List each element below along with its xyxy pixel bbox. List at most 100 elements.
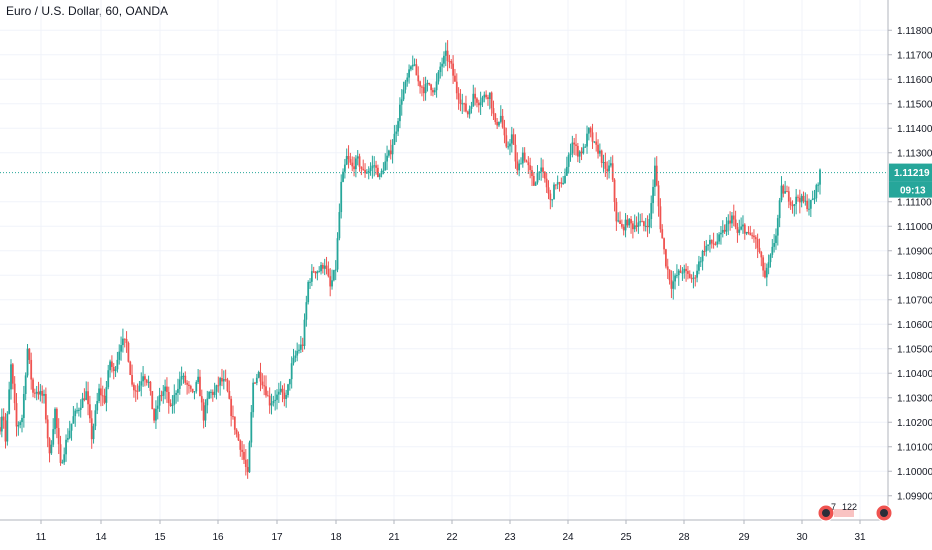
candle-body	[455, 81, 458, 94]
candle-body	[191, 388, 194, 392]
candle-body	[633, 225, 636, 230]
candle-body	[206, 398, 209, 406]
candle-body	[529, 165, 532, 171]
candle-body	[395, 131, 398, 134]
candle-body	[743, 224, 746, 234]
candle-body	[749, 232, 752, 236]
candle-body	[446, 50, 449, 62]
candle-body	[72, 416, 75, 424]
countdown-tag	[889, 181, 932, 198]
candle-body	[367, 171, 370, 173]
candle-body	[202, 402, 205, 421]
candle-body	[516, 161, 519, 171]
candle-body	[389, 150, 392, 155]
candle-body	[742, 224, 744, 227]
candle-body	[371, 165, 374, 169]
candle-body	[388, 150, 390, 156]
candle-body	[122, 338, 124, 346]
candle-body	[721, 229, 724, 233]
candle-body	[465, 103, 467, 112]
candle-body	[353, 166, 355, 170]
candle-body	[155, 408, 157, 421]
candle-body	[688, 273, 691, 279]
candle-body	[694, 277, 697, 279]
y-tick-label: 1.11400	[897, 124, 932, 135]
candle-body	[641, 221, 643, 223]
candle-body	[22, 393, 25, 418]
candle-body	[808, 208, 810, 210]
candle-body	[705, 245, 708, 252]
candle-body	[569, 153, 572, 155]
candle-body	[556, 182, 559, 185]
candle-body	[15, 403, 18, 427]
candle-body	[666, 266, 669, 270]
candle-body	[558, 182, 561, 184]
candle-body	[0, 427, 1, 432]
candle-body	[494, 113, 497, 123]
candle-body	[397, 121, 399, 132]
candle-body	[233, 416, 236, 430]
candle-body	[219, 377, 222, 386]
candle-body	[221, 377, 223, 382]
economic-events-icon[interactable]: 7 122	[817, 502, 893, 522]
candle-body	[492, 108, 495, 114]
candle-body	[232, 416, 234, 418]
candle-body	[162, 391, 165, 396]
candle-body	[452, 63, 455, 76]
candle-body	[83, 398, 86, 400]
candle-body	[167, 392, 170, 404]
price-axis[interactable]: 1.11800 1.11700 1.11600 1.11500 1.11400 1.113…	[888, 26, 932, 503]
candle-body	[784, 191, 787, 194]
candle-body	[90, 418, 93, 440]
candle-body	[729, 220, 732, 224]
candle-body	[230, 398, 233, 417]
candle-body	[292, 357, 295, 364]
y-tick-label: 1.11100	[897, 197, 932, 208]
candle-body	[802, 195, 805, 202]
candle-body	[166, 386, 168, 393]
candle-body	[103, 395, 106, 403]
candle-body	[294, 355, 297, 358]
candle-body	[11, 364, 14, 384]
candle-body	[631, 223, 634, 230]
candle-body	[164, 386, 167, 392]
candle-body	[488, 92, 491, 99]
candle-body	[663, 238, 665, 250]
candle-body	[334, 269, 337, 271]
candle-body	[720, 232, 722, 235]
y-tick-label: 1.11300	[897, 148, 932, 159]
candle-body	[301, 344, 304, 346]
candle-body	[362, 168, 365, 170]
candle-body	[298, 349, 300, 351]
candle-body	[806, 200, 809, 210]
candle-body	[659, 206, 662, 230]
candle-body	[360, 166, 363, 169]
candle-body	[287, 384, 289, 396]
candle-body	[576, 145, 579, 157]
candle-body	[175, 392, 178, 395]
candle-body	[400, 99, 403, 105]
candle-body	[754, 237, 757, 240]
candle-body	[718, 234, 721, 242]
candle-body	[408, 69, 410, 78]
candle-body	[186, 382, 189, 385]
time-axis[interactable]: 11 14 15 16 17 18 21 22 23 24 25 28 29 30 31	[36, 520, 866, 543]
candle-body	[586, 133, 588, 147]
candle-body	[224, 379, 227, 381]
candle-body	[77, 409, 80, 411]
candle-body	[255, 377, 258, 384]
candle-body	[514, 144, 517, 162]
candle-body	[10, 364, 12, 390]
y-tick-label: 1.10600	[897, 320, 932, 331]
candle-body	[485, 94, 488, 98]
candle-body	[466, 111, 469, 115]
candle-body	[545, 178, 548, 188]
candle-body	[472, 93, 475, 107]
candle-body	[272, 400, 275, 404]
candle-body	[79, 407, 82, 410]
candle-body	[320, 264, 322, 272]
candle-body	[613, 179, 616, 203]
candle-body	[413, 64, 416, 66]
candle-body	[329, 276, 332, 287]
